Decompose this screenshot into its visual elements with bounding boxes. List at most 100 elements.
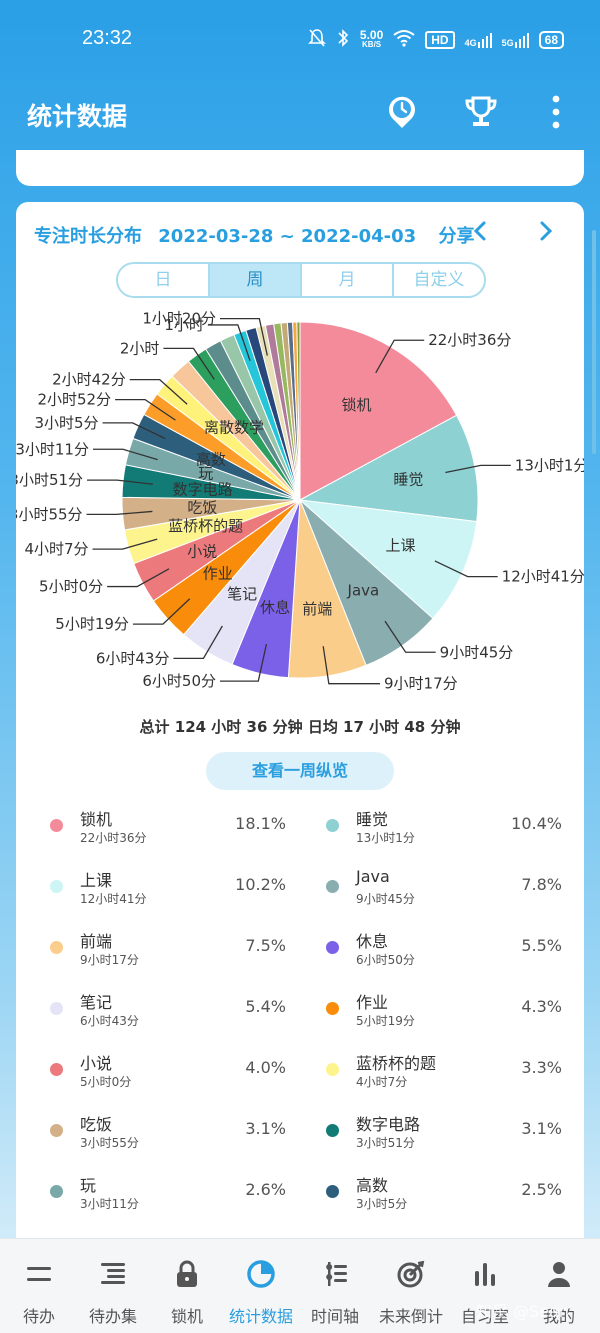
focus-distribution-card: 专注时长分布 2022-03-28 ~ 2022-04-03 分享 日 周 月 … — [16, 202, 584, 1262]
legend-color-dot — [50, 941, 63, 954]
slice-duration-label: 2小时42分 — [52, 371, 126, 389]
slice-name-label: 小说 — [187, 542, 217, 560]
nav-item[interactable]: 锁机 — [150, 1239, 224, 1333]
nav-item[interactable]: 自习室 — [448, 1239, 522, 1333]
slice-name-label: 睡觉 — [393, 470, 423, 488]
bluetooth-icon — [336, 28, 350, 51]
slice-name-label: 笔记 — [227, 585, 257, 603]
nav-label: 自习室 — [460, 1307, 509, 1326]
legend-percent: 10.4% — [511, 814, 562, 833]
legend-name: 高数 — [356, 1176, 389, 1195]
leader-line — [86, 510, 153, 515]
slice-duration-label: 22小时36分 — [428, 331, 511, 349]
leader-line — [207, 324, 251, 361]
history-button[interactable] — [382, 94, 422, 134]
legend-duration: 4小时7分 — [356, 1075, 408, 1089]
slice-duration-label: 9小时17分 — [384, 675, 458, 693]
battery-icon: 68 — [538, 30, 564, 49]
slice-duration-label: 9小时45分 — [440, 643, 514, 661]
legend-item[interactable]: 吃饭 3小时55分 3.1% — [16, 1107, 286, 1157]
slice-duration-label: 13小时1分 — [515, 456, 584, 474]
pie-slice[interactable] — [299, 321, 458, 501]
legend-item[interactable]: 玩 3小时11分 2.6% — [16, 1168, 286, 1218]
legend-duration: 13小时1分 — [356, 831, 415, 845]
nav-label: 锁机 — [170, 1307, 203, 1326]
scrollbar[interactable] — [592, 230, 596, 454]
nav-label: 时间轴 — [310, 1307, 359, 1326]
nav-item[interactable]: 时间轴 — [298, 1239, 372, 1333]
legend-item[interactable]: 前端 9小时17分 7.5% — [16, 924, 286, 974]
legend-item[interactable]: 高数 3小时5分 2.5% — [292, 1168, 562, 1218]
legend-percent: 3.3% — [521, 1058, 562, 1077]
legend-percent: 5.5% — [521, 936, 562, 955]
status-icons: 5.00 KB/S HD 4G 5G 68 — [307, 28, 564, 51]
legend-item[interactable]: 笔记 6小时43分 5.4% — [16, 985, 286, 1035]
legend-duration: 9小时45分 — [356, 892, 415, 906]
legend-percent: 10.2% — [235, 875, 286, 894]
nav-item[interactable]: 我的 — [522, 1239, 596, 1333]
previous-card — [16, 150, 584, 186]
achievements-button[interactable] — [461, 94, 501, 134]
date-range[interactable]: 2022-03-28 ~ 2022-04-03 — [158, 226, 417, 247]
total-summary: 总计 124 小时 36 分钟 日均 17 小时 48 分钟 — [139, 718, 461, 736]
tab-month[interactable]: 月 — [302, 264, 394, 296]
chevron-left-icon — [473, 221, 486, 241]
legend-color-dot — [50, 880, 63, 893]
nav-label: 待办 — [22, 1307, 55, 1326]
slice-name-label: 上课 — [386, 536, 416, 554]
leader-line — [375, 339, 425, 374]
legend-item[interactable]: 作业 5小时19分 4.3% — [292, 985, 562, 1035]
nav-item[interactable]: 未来倒计 — [374, 1239, 448, 1333]
prev-week-button[interactable] — [472, 220, 488, 248]
legend-color-dot — [326, 1124, 339, 1137]
app-bar: 统计数据 — [0, 82, 600, 146]
legend-item[interactable]: 上课 12小时41分 10.2% — [16, 863, 286, 913]
legend-color-dot — [326, 1185, 339, 1198]
week-overview-button[interactable]: 查看一周纵览 — [206, 752, 394, 790]
legend-item[interactable]: 数字电路 3小时51分 3.1% — [292, 1107, 562, 1157]
legend-name: 玩 — [80, 1176, 97, 1195]
clock-pin-icon — [386, 94, 418, 134]
legend-duration: 6小时50分 — [356, 953, 415, 967]
slice-name-label: 高数 — [196, 450, 226, 468]
tab-custom[interactable]: 自定义 — [413, 270, 465, 290]
next-week-button[interactable] — [538, 220, 554, 248]
slice-duration-label: 1小时20分 — [142, 310, 216, 328]
legend-item[interactable]: Java 9小时45分 7.8% — [292, 863, 562, 913]
legend-percent: 2.6% — [245, 1180, 286, 1199]
legend-percent: 7.5% — [245, 936, 286, 955]
legend-duration: 9小时17分 — [80, 953, 139, 967]
share-link[interactable]: 分享 — [438, 226, 475, 247]
slice-name-label: 蓝桥杯的题 — [168, 517, 243, 535]
slice-name-label: 吃饭 — [187, 499, 217, 517]
legend-item[interactable]: 蓝桥杯的题 4小时7分 3.3% — [292, 1046, 562, 1096]
status-time: 23:32 — [82, 27, 133, 49]
slice-duration-label: 2小时 — [120, 339, 160, 357]
legend-color-dot — [326, 819, 339, 832]
tab-day[interactable]: 日 — [118, 264, 210, 296]
legend-color-dot — [50, 819, 63, 832]
pie-chart-icon — [246, 1259, 276, 1289]
legend-name: 睡觉 — [356, 810, 389, 829]
legend-color-dot — [50, 1185, 63, 1198]
tab-week[interactable]: 周 — [210, 264, 302, 296]
leader-line — [434, 560, 498, 578]
status-bar: 23:32 5.00 KB/S HD 4G 5G 68 — [0, 0, 600, 80]
period-segmented-control: 日 周 月 自定义 — [116, 262, 486, 298]
legend-color-dot — [326, 941, 339, 954]
slice-name-label: 前端 — [302, 600, 332, 618]
nav-item[interactable]: 统计数据 — [224, 1239, 298, 1333]
legend-item[interactable]: 锁机 22小时36分 18.1% — [16, 802, 286, 852]
legend-item[interactable]: 休息 6小时50分 5.5% — [292, 924, 562, 974]
legend-color-dot — [326, 1002, 339, 1015]
legend-item[interactable]: 睡觉 13小时1分 10.4% — [292, 802, 562, 852]
target-icon — [396, 1259, 426, 1289]
nav-item[interactable]: 待办集 — [76, 1239, 150, 1333]
pie-slice[interactable] — [296, 321, 301, 501]
lock-icon — [172, 1259, 202, 1289]
legend-item[interactable]: 小说 5小时0分 4.0% — [16, 1046, 286, 1096]
slice-name-label: 休息 — [260, 598, 290, 616]
more-menu-button[interactable] — [536, 94, 576, 134]
nav-item[interactable]: 待办 — [2, 1239, 76, 1333]
nav-label: 统计数据 — [228, 1307, 293, 1326]
